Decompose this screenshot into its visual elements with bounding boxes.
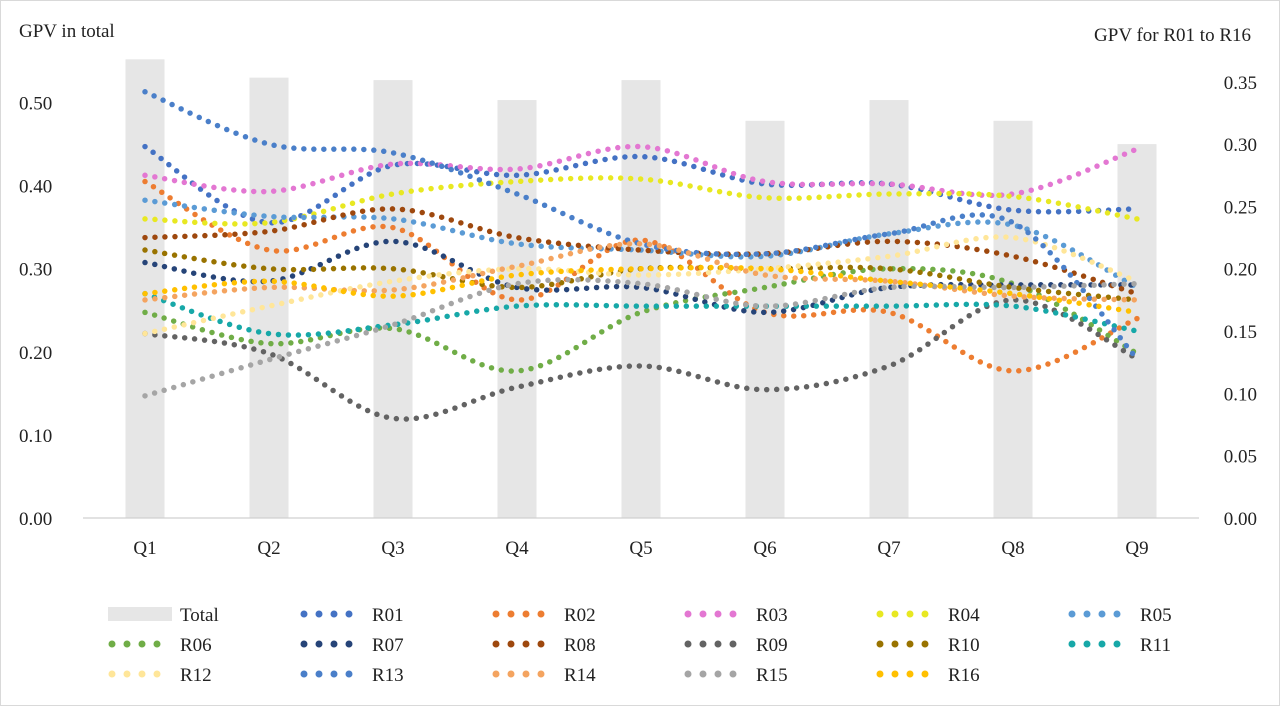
legend-label: R08 <box>564 635 596 656</box>
bar-total-q8 <box>993 120 1033 519</box>
series-line-r15 <box>142 276 1140 399</box>
legend-label: R16 <box>948 665 980 686</box>
legend: Total R01 R02 R03 R04 R05 R06 R07 R08 R09 R10 R11 R1… <box>108 605 1172 686</box>
legend-item-r04: R04 <box>876 605 980 626</box>
bar-total-q4 <box>497 100 537 518</box>
legend-label: R12 <box>180 665 212 686</box>
legend-label: R02 <box>564 605 596 626</box>
right-tick-label: 0.25 <box>1224 197 1257 218</box>
series-line-r12 <box>142 234 1140 337</box>
series-line-r11 <box>142 290 1140 338</box>
x-tick-label-q5: Q5 <box>629 538 652 559</box>
legend-label: R05 <box>1140 605 1172 626</box>
left-axis-ticks: 0.00 0.10 0.20 0.30 0.40 0.50 <box>19 94 52 530</box>
legend-label: R06 <box>180 635 212 656</box>
x-tick-label-q4: Q4 <box>505 538 529 559</box>
legend-item-r16: R16 <box>876 665 980 686</box>
legend-label: R14 <box>564 665 596 686</box>
legend-label: R11 <box>1140 635 1171 656</box>
left-axis-title: GPV in total <box>19 21 115 42</box>
left-tick-label: 0.50 <box>19 94 52 115</box>
bar-total-q6 <box>745 120 785 519</box>
x-tick-label-q3: Q3 <box>381 538 404 559</box>
left-tick-label: 0.40 <box>19 177 52 198</box>
legend-label: R09 <box>756 635 788 656</box>
series-line-r08 <box>142 206 1140 297</box>
series-line-r06 <box>142 265 1140 374</box>
legend-label: R07 <box>372 635 404 656</box>
x-axis-ticks: Q1 Q2 Q3 Q4 Q5 Q6 Q7 Q8 Q9 <box>133 538 1148 559</box>
series-line-r14 <box>142 241 1140 303</box>
bar-total-q1 <box>125 59 165 518</box>
right-axis-title: GPV for R01 to R16 <box>1094 25 1251 46</box>
right-tick-label: 0.10 <box>1224 384 1257 405</box>
legend-item-r12: R12 <box>108 665 212 686</box>
legend-item-total: Total <box>108 605 219 626</box>
series-line-r02 <box>142 178 1140 374</box>
legend-item-r02: R02 <box>492 605 596 626</box>
legend-label: R15 <box>756 665 788 686</box>
left-tick-label: 0.20 <box>19 343 52 364</box>
legend-item-r11: R11 <box>1068 635 1171 656</box>
legend-label: R01 <box>372 605 404 626</box>
x-tick-label-q6: Q6 <box>753 538 776 559</box>
x-tick-label-q2: Q2 <box>257 538 280 559</box>
left-tick-label: 0.10 <box>19 426 52 447</box>
legend-label: R03 <box>756 605 788 626</box>
right-axis-ticks: 0.00 0.05 0.10 0.15 0.20 0.25 0.30 0.35 <box>1224 73 1257 530</box>
series-layer <box>142 89 1140 422</box>
x-tick-label-q7: Q7 <box>877 538 900 559</box>
legend-label: Total <box>180 605 219 626</box>
legend-item-r03: R03 <box>684 605 788 626</box>
legend-item-r08: R08 <box>492 635 596 656</box>
right-tick-label: 0.30 <box>1224 135 1257 156</box>
legend-item-r07: R07 <box>300 635 404 656</box>
legend-item-r05: R05 <box>1068 605 1172 626</box>
x-tick-label-q8: Q8 <box>1001 538 1024 559</box>
legend-item-r15: R15 <box>684 665 788 686</box>
series-line-r04 <box>142 175 1140 227</box>
legend-item-r14: R14 <box>492 665 596 686</box>
bar-total-q2 <box>249 77 289 519</box>
bar-total-q9 <box>1117 144 1157 518</box>
legend-item-r01: R01 <box>300 605 404 626</box>
legend-label: R10 <box>948 635 980 656</box>
right-tick-label: 0.05 <box>1224 447 1257 468</box>
x-tick-label-q1: Q1 <box>133 538 156 559</box>
right-tick-label: 0.35 <box>1224 73 1257 94</box>
series-line-r16 <box>142 264 1140 316</box>
legend-label: R13 <box>372 665 404 686</box>
legend-label: R04 <box>948 605 980 626</box>
bar-total-q3 <box>373 80 413 519</box>
right-tick-label: 0.20 <box>1224 260 1257 281</box>
legend-item-r06: R06 <box>108 635 212 656</box>
left-tick-label: 0.00 <box>19 509 52 530</box>
series-line-r13 <box>142 89 1140 362</box>
x-tick-label-q9: Q9 <box>1125 538 1148 559</box>
series-line-r09 <box>142 297 1140 422</box>
legend-item-r09: R09 <box>684 635 788 656</box>
legend-item-r10: R10 <box>876 635 980 656</box>
right-tick-label: 0.15 <box>1224 322 1257 343</box>
series-line-r01 <box>142 143 1140 226</box>
right-tick-label: 0.00 <box>1224 509 1257 530</box>
bar-total-q5 <box>621 80 661 519</box>
left-tick-label: 0.30 <box>19 260 52 281</box>
legend-item-r13: R13 <box>300 665 404 686</box>
legend-swatch <box>108 607 172 621</box>
